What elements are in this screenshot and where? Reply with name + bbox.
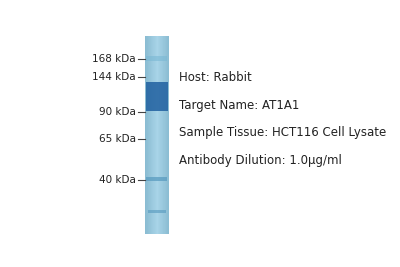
Bar bbox=[146, 56, 168, 61]
Bar bbox=[150, 36, 151, 234]
Bar bbox=[146, 36, 147, 234]
Bar bbox=[165, 36, 166, 234]
Bar bbox=[158, 36, 159, 234]
Text: 40 kDa: 40 kDa bbox=[99, 175, 136, 185]
Bar bbox=[153, 36, 154, 234]
Bar bbox=[167, 36, 168, 234]
Text: Host: Rabbit: Host: Rabbit bbox=[179, 71, 252, 84]
Text: Sample Tissue: HCT116 Cell Lysate: Sample Tissue: HCT116 Cell Lysate bbox=[179, 126, 386, 139]
Bar bbox=[146, 83, 168, 111]
Bar bbox=[151, 36, 152, 234]
Bar bbox=[145, 36, 146, 234]
Bar bbox=[148, 210, 166, 213]
Text: 168 kDa: 168 kDa bbox=[92, 54, 136, 64]
Bar bbox=[161, 36, 162, 234]
Bar bbox=[162, 36, 163, 234]
Bar bbox=[147, 36, 148, 234]
Text: Antibody Dilution: 1.0μg/ml: Antibody Dilution: 1.0μg/ml bbox=[179, 154, 342, 167]
Text: Target Name: AT1A1: Target Name: AT1A1 bbox=[179, 99, 299, 112]
Bar bbox=[166, 36, 167, 234]
Bar bbox=[148, 36, 149, 234]
Bar bbox=[155, 36, 156, 234]
Bar bbox=[163, 36, 164, 234]
Bar bbox=[164, 36, 165, 234]
Text: 144 kDa: 144 kDa bbox=[92, 72, 136, 82]
Bar bbox=[149, 36, 150, 234]
Text: 90 kDa: 90 kDa bbox=[99, 107, 136, 117]
Bar bbox=[159, 36, 160, 234]
Bar bbox=[152, 36, 153, 234]
Bar bbox=[160, 36, 161, 234]
Bar bbox=[157, 36, 158, 234]
Text: 65 kDa: 65 kDa bbox=[99, 134, 136, 144]
Bar bbox=[156, 36, 157, 234]
Bar bbox=[154, 36, 155, 234]
Bar bbox=[146, 177, 168, 181]
